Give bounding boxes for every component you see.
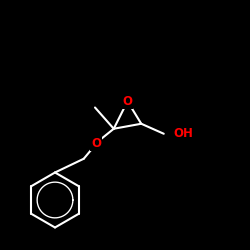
Text: O: O	[91, 137, 101, 150]
Text: OH: OH	[174, 127, 194, 140]
Text: O: O	[122, 95, 132, 108]
